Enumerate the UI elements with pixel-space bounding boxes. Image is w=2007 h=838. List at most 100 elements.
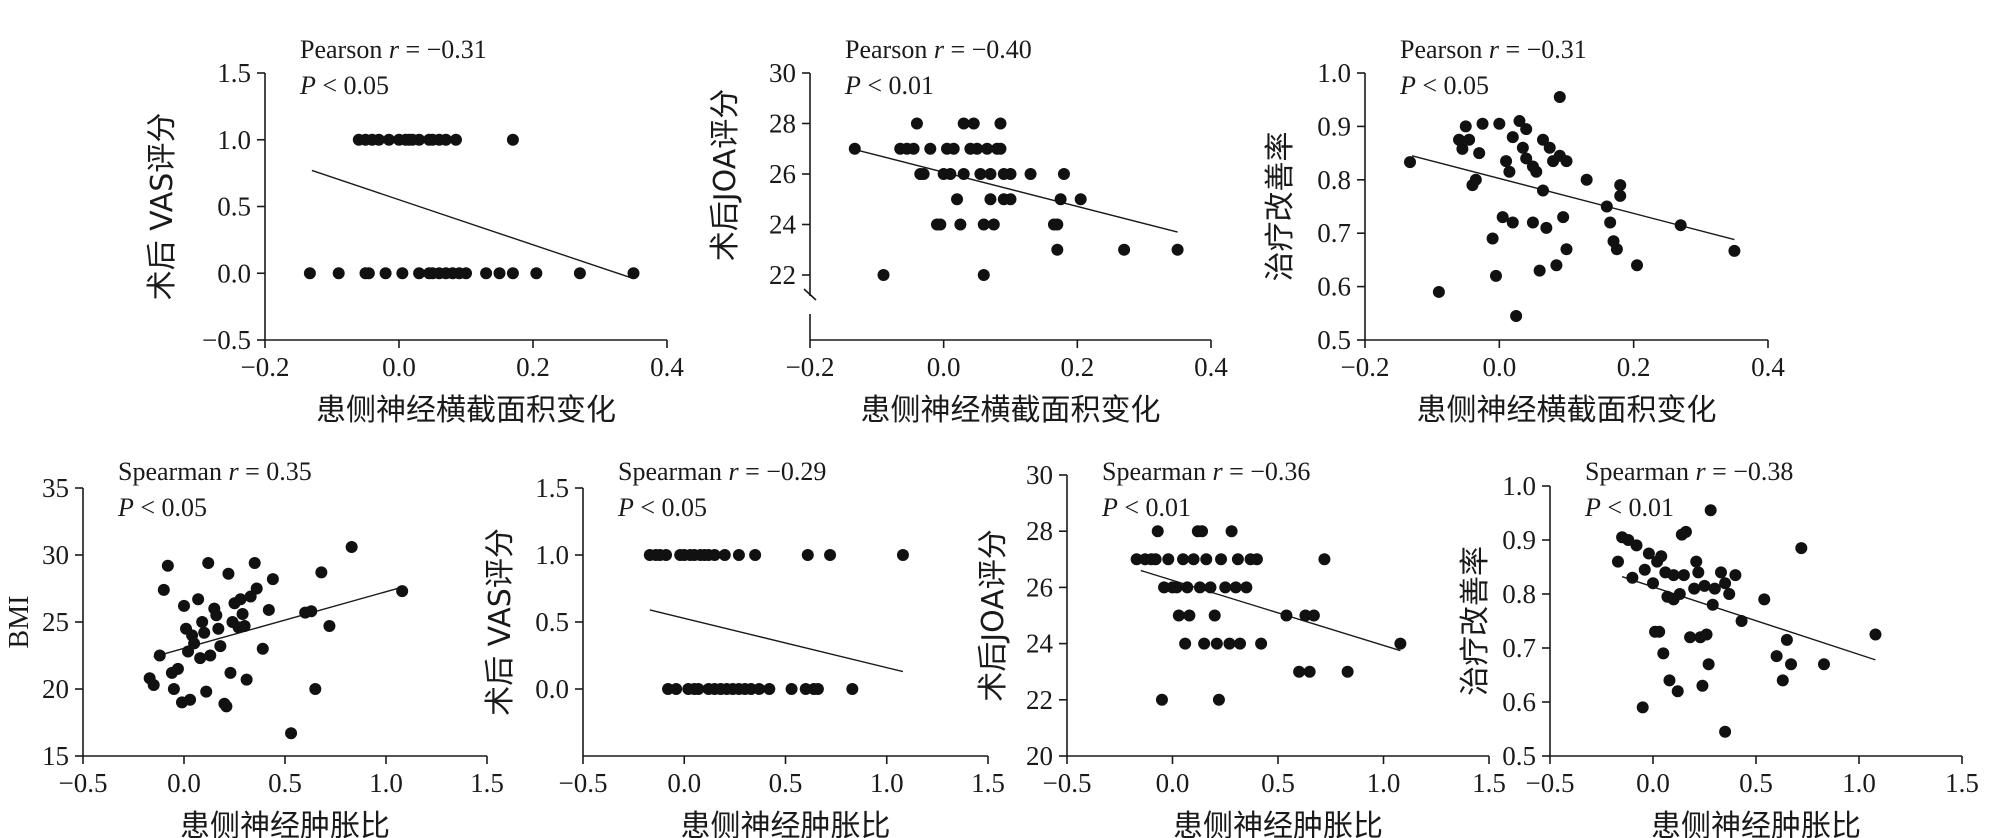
data-point xyxy=(1679,525,1692,538)
correlation-stat: Spearman r = −0.36 xyxy=(1102,457,1310,486)
data-point xyxy=(1051,243,1064,256)
data-point xyxy=(413,133,426,146)
x-tick-label: 1.5 xyxy=(971,768,1005,798)
data-point xyxy=(1611,555,1624,568)
correlation-stat: Pearson r = −0.40 xyxy=(845,35,1032,64)
data-point xyxy=(981,142,994,155)
data-point xyxy=(749,549,762,561)
data-point xyxy=(1506,131,1519,144)
x-axis-label: 患侧神经肿胀比 xyxy=(1651,809,1861,838)
x-tick-label: 1.0 xyxy=(870,768,904,798)
data-point xyxy=(248,557,261,570)
data-point xyxy=(1004,168,1017,180)
regression-line xyxy=(856,149,1178,233)
data-point xyxy=(951,193,964,206)
data-point xyxy=(1149,553,1162,566)
data-point xyxy=(161,559,174,572)
x-tick-label: 0.2 xyxy=(1060,352,1094,382)
data-point xyxy=(1057,168,1070,180)
data-point xyxy=(1489,269,1502,282)
data-point xyxy=(1780,633,1793,646)
y-tick-label: 25 xyxy=(42,607,69,637)
data-point xyxy=(250,582,263,595)
y-axis-label: 治疗改善率 xyxy=(1263,132,1298,282)
data-point xyxy=(994,117,1007,130)
data-point xyxy=(1225,525,1238,538)
y-tick-label: 0.5 xyxy=(217,192,251,222)
x-tick-label: 0.5 xyxy=(1261,768,1295,798)
x-tick-label: −0.5 xyxy=(59,768,108,798)
y-tick-label: 28 xyxy=(769,109,796,139)
y-tick-label: 0.8 xyxy=(1502,579,1536,609)
data-point xyxy=(1496,211,1509,224)
x-tick-label: 0.4 xyxy=(1194,352,1228,382)
data-point xyxy=(1162,553,1175,566)
chart-panel-4: −0.5 0.0 0.5 1.0 1.5 15 20 25 30 35 Spearman r = 0… xyxy=(4,457,504,838)
data-point xyxy=(1130,553,1143,566)
correlation-stat: Pearson r = −0.31 xyxy=(300,35,487,64)
data-point xyxy=(1719,577,1732,590)
data-point xyxy=(1208,609,1221,622)
data-point xyxy=(971,142,984,155)
data-point xyxy=(1719,725,1732,738)
data-point xyxy=(1614,189,1627,202)
y-tick-label: 26 xyxy=(1026,572,1053,602)
data-point xyxy=(1631,259,1644,272)
data-point xyxy=(210,609,223,622)
y-tick-label: 0.5 xyxy=(1502,741,1536,771)
y-tick-label: 0.0 xyxy=(217,258,251,288)
data-point xyxy=(345,540,358,553)
data-point xyxy=(240,673,253,686)
data-point xyxy=(1630,539,1643,552)
data-point xyxy=(977,218,990,231)
data-point xyxy=(660,549,673,561)
y-tick-label: 1.5 xyxy=(535,473,569,503)
data-point xyxy=(1677,569,1690,582)
data-point xyxy=(1706,598,1719,611)
data-point xyxy=(1817,658,1830,671)
data-point xyxy=(954,218,967,231)
x-tick-label: 1.0 xyxy=(1842,768,1876,798)
data-point xyxy=(362,267,375,280)
data-point xyxy=(382,133,395,146)
data-point xyxy=(708,549,721,561)
data-point xyxy=(977,269,990,281)
y-tick-label: 1.0 xyxy=(1502,471,1536,501)
data-point xyxy=(1212,693,1225,706)
data-point xyxy=(1610,243,1623,256)
x-tick-label: −0.2 xyxy=(1341,352,1390,382)
p-value: P < 0.05 xyxy=(299,71,389,100)
data-point xyxy=(1179,637,1192,650)
data-point xyxy=(1604,216,1617,229)
data-point xyxy=(480,267,493,280)
data-point xyxy=(1530,165,1543,178)
y-tick-label: 0.6 xyxy=(1317,272,1351,302)
y-tick-label: 28 xyxy=(1026,516,1053,546)
data-point xyxy=(984,193,997,206)
data-point xyxy=(944,168,957,180)
data-point xyxy=(1723,588,1736,600)
data-point xyxy=(396,585,409,598)
data-point xyxy=(1642,547,1655,560)
data-point xyxy=(1453,133,1466,146)
x-tick-label: −0.5 xyxy=(1043,768,1092,798)
data-point xyxy=(1714,566,1727,579)
data-point xyxy=(184,693,197,706)
x-axis-label: 患侧神经横截面积变化 xyxy=(316,393,616,428)
data-point xyxy=(627,267,640,280)
y-tick-label: 35 xyxy=(42,473,69,503)
data-point xyxy=(256,642,269,655)
data-point xyxy=(1074,193,1087,206)
data-point xyxy=(753,683,766,695)
data-point xyxy=(1690,555,1703,568)
data-point xyxy=(506,133,519,146)
data-point xyxy=(1469,173,1482,186)
data-point xyxy=(1204,581,1217,594)
data-point xyxy=(332,267,345,280)
x-tick-label: 0.0 xyxy=(1156,768,1190,798)
data-point xyxy=(1171,243,1184,256)
y-tick-label: 26 xyxy=(769,159,796,189)
y-axis-label: 术后JOA评分 xyxy=(976,529,1011,701)
data-point xyxy=(396,267,409,280)
data-point xyxy=(1318,553,1331,566)
